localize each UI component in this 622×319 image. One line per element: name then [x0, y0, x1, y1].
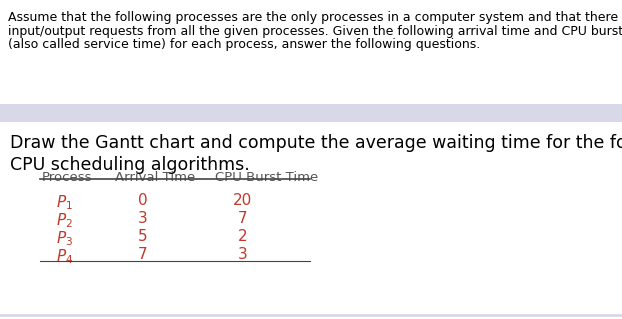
Text: Process: Process — [42, 171, 93, 184]
Text: 0: 0 — [138, 193, 148, 208]
Text: $P_2$: $P_2$ — [56, 211, 73, 230]
Text: $P_1$: $P_1$ — [56, 193, 73, 212]
Text: 3: 3 — [138, 211, 148, 226]
Text: (also called service time) for each process, answer the following questions.: (also called service time) for each proc… — [8, 38, 480, 51]
Text: 7: 7 — [238, 211, 248, 226]
Text: input/output requests from all the given processes. Given the following arrival : input/output requests from all the given… — [8, 25, 622, 38]
Text: 20: 20 — [233, 193, 253, 208]
Text: 7: 7 — [138, 247, 148, 262]
Text: $P_4$: $P_4$ — [56, 247, 73, 266]
Text: 2: 2 — [238, 229, 248, 244]
Text: Draw the Gantt chart and compute the average waiting time for the following: Draw the Gantt chart and compute the ave… — [10, 134, 622, 152]
Text: Arrival Time: Arrival Time — [115, 171, 195, 184]
Text: CPU Burst Time: CPU Burst Time — [215, 171, 318, 184]
Text: Assume that the following processes are the only processes in a computer system : Assume that the following processes are … — [8, 11, 622, 24]
Bar — [0, 104, 622, 122]
Text: CPU scheduling algorithms.: CPU scheduling algorithms. — [10, 156, 250, 174]
Text: $P_3$: $P_3$ — [56, 229, 73, 248]
Text: 5: 5 — [138, 229, 148, 244]
Text: 3: 3 — [238, 247, 248, 262]
